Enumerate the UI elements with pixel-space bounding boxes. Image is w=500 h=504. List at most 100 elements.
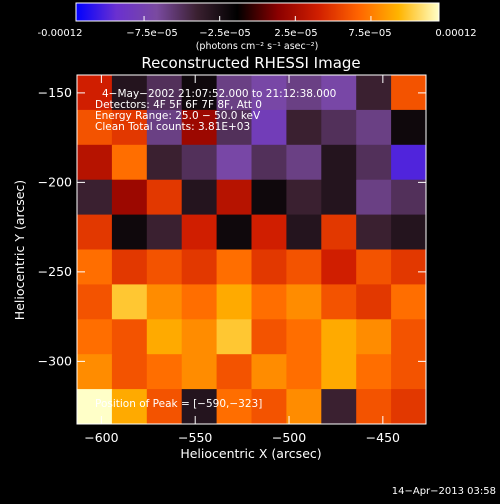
heatmap-cell bbox=[391, 109, 426, 146]
colorbar-tick-label: 7.5e−05 bbox=[348, 28, 391, 39]
y-tick-label: −250 bbox=[38, 264, 72, 279]
heatmap-cell bbox=[286, 179, 322, 216]
heatmap-image bbox=[77, 75, 426, 424]
heatmap-cell bbox=[77, 284, 113, 320]
heatmap-cell bbox=[356, 249, 392, 285]
heatmap-cell bbox=[216, 179, 253, 216]
heatmap-cell bbox=[321, 144, 357, 181]
heatmap-cell bbox=[77, 109, 113, 146]
heatmap-cell bbox=[111, 144, 148, 181]
y-tick-label: −300 bbox=[38, 353, 72, 368]
heatmap-cell bbox=[286, 284, 322, 320]
heatmap-cell bbox=[111, 109, 148, 146]
annotations: 4−May−2002 21:07:52.000 to 21:12:38.000 … bbox=[95, 88, 336, 410]
heatmap-cell bbox=[356, 109, 392, 146]
x-axis-label: Heliocentric X (arcsec) bbox=[180, 446, 321, 461]
heatmap-cell bbox=[181, 144, 218, 181]
heatmap-cell bbox=[286, 214, 322, 251]
x-tick-label: −450 bbox=[366, 430, 400, 445]
heatmap-cell bbox=[146, 109, 183, 146]
heatmap-cell bbox=[181, 319, 218, 355]
heatmap-cell bbox=[356, 319, 392, 355]
heatmap-cell bbox=[391, 249, 426, 285]
x-axis-ticks bbox=[100, 75, 384, 424]
colorbar-units: (photons cm⁻² s⁻¹ asec⁻²) bbox=[196, 41, 319, 52]
heatmap-cell bbox=[391, 179, 426, 216]
y-axis-label: Heliocentric Y (arcsec) bbox=[12, 180, 27, 320]
colorbar-tick-label: 2.5e−05 bbox=[274, 28, 317, 39]
heatmap-cell bbox=[356, 214, 392, 251]
y-tick-label: −150 bbox=[38, 85, 72, 100]
heatmap-cell bbox=[111, 389, 148, 424]
heatmap-cell bbox=[251, 249, 287, 285]
heatmap-cell bbox=[391, 144, 426, 181]
heatmap-cell bbox=[146, 319, 183, 355]
detectors-label: Detectors: 4F 5F 6F 7F 8F, Att 0 bbox=[95, 99, 262, 111]
colorbar-gradient bbox=[75, 2, 440, 22]
heatmap-cell bbox=[77, 354, 113, 390]
colorbar-tick-label: −2.5e−05 bbox=[199, 28, 251, 39]
chart-title: Reconstructed RHESSI Image bbox=[141, 54, 360, 72]
colorbar-tick-label: -0.00012 bbox=[38, 28, 83, 39]
heatmap-cell bbox=[356, 284, 392, 320]
heatmap-cell bbox=[111, 319, 148, 355]
heatmap-cell bbox=[356, 389, 392, 424]
heatmap-cell bbox=[77, 214, 113, 251]
heatmap-cell bbox=[77, 179, 113, 216]
colorbar-tick-labels: -0.00012 −7.5e−05 −2.5e−05 2.5e−05 7.5e−… bbox=[38, 28, 477, 39]
heatmap-cell bbox=[391, 389, 426, 424]
heatmap-cell bbox=[251, 389, 287, 424]
heatmap-cell bbox=[251, 144, 287, 181]
x-axis-tick-labels: −600 −550 −500 −450 bbox=[84, 430, 400, 445]
heatmap-cell bbox=[146, 214, 183, 251]
heatmap-cell bbox=[181, 389, 218, 424]
heatmap-cell bbox=[286, 319, 322, 355]
timestamp: 14−Apr−2013 03:58 bbox=[392, 486, 496, 497]
heatmap-cell bbox=[391, 284, 426, 320]
x-tick-label: −500 bbox=[272, 430, 306, 445]
heatmap-cell bbox=[111, 179, 148, 216]
heatmap-cell bbox=[77, 249, 113, 285]
heatmap-cell bbox=[216, 214, 253, 251]
observation-time: 4−May−2002 21:07:52.000 to 21:12:38.000 bbox=[102, 88, 336, 100]
colorbar-tick-label: 0.00012 bbox=[435, 28, 476, 39]
heatmap-cell bbox=[111, 214, 148, 251]
heatmap-cell bbox=[286, 249, 322, 285]
heatmap-cell bbox=[146, 75, 183, 111]
heatmap-cell bbox=[356, 179, 392, 216]
heatmap-cell bbox=[181, 354, 218, 390]
heatmap-cell bbox=[146, 354, 183, 390]
total-counts-label: Clean Total counts: 3.81E+03 bbox=[95, 121, 250, 133]
heatmap-cell bbox=[321, 179, 357, 216]
heatmap-cell bbox=[111, 249, 148, 285]
heatmap-cell bbox=[391, 214, 426, 251]
heatmap-cell bbox=[181, 284, 218, 320]
heatmap-cell bbox=[356, 75, 392, 111]
colorbar-tick-label: −7.5e−05 bbox=[126, 28, 178, 39]
colorbar-ticks bbox=[75, 16, 440, 21]
heatmap-cell bbox=[111, 284, 148, 320]
heatmap-cell bbox=[181, 109, 218, 146]
heatmap-cell bbox=[321, 109, 357, 146]
heatmap-cell bbox=[216, 75, 253, 111]
heatmap-cell bbox=[77, 389, 113, 424]
heatmap-cell bbox=[286, 109, 322, 146]
heatmap-cell bbox=[146, 249, 183, 285]
heatmap-cell bbox=[286, 144, 322, 181]
heatmap-cell bbox=[216, 284, 253, 320]
heatmap-cell bbox=[216, 144, 253, 181]
heatmap-cell bbox=[146, 284, 183, 320]
heatmap-cell bbox=[111, 75, 148, 111]
x-tick-label: −550 bbox=[178, 430, 212, 445]
heatmap-cell bbox=[251, 75, 287, 111]
heatmap-cell bbox=[181, 75, 218, 111]
heatmap-cell bbox=[321, 75, 357, 111]
heatmap-cell bbox=[216, 319, 253, 355]
heatmap-cell bbox=[216, 389, 253, 424]
heatmap-cell bbox=[391, 354, 426, 390]
heatmap-cell bbox=[181, 179, 218, 216]
heatmap-cell bbox=[356, 354, 392, 390]
heatmap-cell bbox=[321, 319, 357, 355]
heatmap-cell bbox=[321, 249, 357, 285]
